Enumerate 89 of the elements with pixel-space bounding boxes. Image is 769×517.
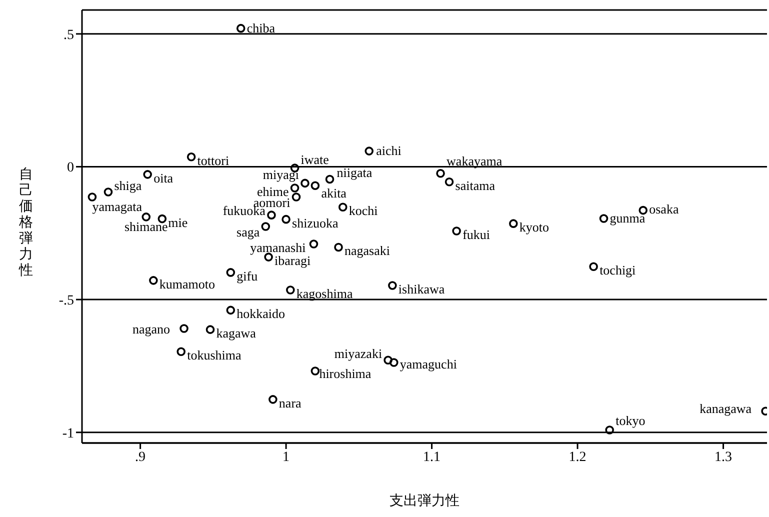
data-label: iwate bbox=[300, 152, 330, 168]
point bbox=[176, 347, 186, 356]
point bbox=[389, 358, 398, 367]
data-label: ibaragi bbox=[274, 253, 312, 268]
data-label: saga bbox=[236, 224, 260, 240]
point bbox=[88, 192, 97, 202]
point bbox=[599, 214, 608, 223]
point bbox=[267, 210, 276, 220]
data-label: tottori bbox=[197, 152, 230, 168]
x-tick-label: 1 bbox=[282, 450, 290, 465]
data-label: kagoshima bbox=[296, 286, 353, 301]
point bbox=[226, 306, 236, 315]
point bbox=[364, 146, 374, 156]
data-label: kagawa bbox=[216, 326, 256, 341]
x-axis-title: 支出弾力性 bbox=[390, 493, 460, 509]
data-label: yamanashi bbox=[250, 240, 306, 256]
x-tick-label: 1.1 bbox=[423, 450, 441, 465]
y-tick-label: .5 bbox=[64, 28, 74, 43]
data-label: wakayama bbox=[446, 153, 502, 168]
data-label: gunma bbox=[610, 210, 646, 226]
point bbox=[638, 206, 648, 215]
data-label: niigata bbox=[336, 165, 372, 180]
point bbox=[143, 170, 152, 179]
point bbox=[180, 324, 188, 333]
data-label: nara bbox=[278, 395, 302, 410]
data-label: tokushima bbox=[187, 348, 242, 363]
point bbox=[300, 178, 310, 188]
data-label: yamagata bbox=[92, 199, 142, 214]
x-tick-label: 1.2 bbox=[568, 450, 586, 465]
point bbox=[310, 366, 320, 376]
point bbox=[384, 356, 392, 365]
point bbox=[444, 177, 454, 186]
data-label: kanagawa bbox=[700, 401, 752, 416]
data-label: kochi bbox=[348, 203, 378, 218]
point bbox=[334, 242, 343, 252]
data-label: mie bbox=[168, 214, 188, 230]
point bbox=[261, 222, 270, 231]
data-label: ishikawa bbox=[398, 281, 445, 296]
point bbox=[142, 212, 151, 222]
x-tick-label: .9 bbox=[135, 450, 146, 465]
data-label: chiba bbox=[246, 20, 276, 36]
point bbox=[292, 192, 301, 202]
point bbox=[509, 219, 518, 228]
data-label: nagano bbox=[132, 322, 170, 337]
data-label: shimane bbox=[124, 218, 168, 234]
point bbox=[452, 226, 461, 236]
point bbox=[206, 325, 215, 334]
point bbox=[282, 214, 290, 224]
point bbox=[268, 395, 278, 404]
point bbox=[325, 174, 334, 184]
point bbox=[605, 426, 614, 434]
data-label: hiroshima bbox=[319, 366, 372, 382]
point bbox=[236, 24, 246, 33]
point bbox=[104, 188, 113, 196]
point bbox=[309, 240, 318, 248]
data-label: yamaguchi bbox=[400, 356, 458, 372]
data-label: tokyo bbox=[616, 412, 646, 428]
data-label: saitama bbox=[455, 178, 496, 193]
data-label: nagasaki bbox=[344, 243, 390, 258]
data-label: shizuoka bbox=[292, 215, 338, 230]
data-label: shiga bbox=[114, 178, 142, 193]
x-tick-label: 1.3 bbox=[714, 450, 732, 465]
data-label: oita bbox=[154, 170, 174, 186]
point bbox=[186, 152, 196, 162]
point bbox=[226, 268, 236, 277]
point bbox=[286, 286, 295, 294]
data-label: akita bbox=[321, 186, 347, 201]
point bbox=[310, 181, 320, 190]
point bbox=[388, 281, 397, 290]
data-label: kyoto bbox=[519, 220, 550, 235]
y-tick-label: -.5 bbox=[58, 294, 74, 309]
point bbox=[149, 276, 158, 285]
y-tick-label: -1 bbox=[62, 426, 74, 442]
y-tick-label: 0 bbox=[67, 160, 74, 176]
point bbox=[338, 202, 348, 212]
data-label: ehime bbox=[257, 184, 290, 199]
data-label: hokkaido bbox=[236, 306, 286, 322]
data-label: aichi bbox=[376, 143, 402, 158]
point bbox=[589, 262, 598, 272]
data-label: osaka bbox=[649, 201, 679, 216]
point bbox=[436, 168, 445, 178]
point bbox=[290, 184, 300, 192]
data-label: tochigi bbox=[600, 262, 636, 278]
data-label: miyagi bbox=[262, 167, 300, 182]
data-label: fukui bbox=[462, 227, 490, 242]
data-label: gifu bbox=[236, 268, 258, 284]
y-axis-title: 自己価格弾力性 bbox=[18, 166, 33, 278]
data-label: kumamoto bbox=[159, 276, 216, 292]
data-label: miyazaki bbox=[334, 346, 382, 362]
